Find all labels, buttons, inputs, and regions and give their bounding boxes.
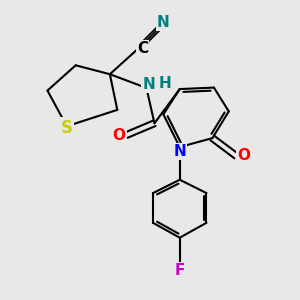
Text: O: O: [237, 148, 250, 164]
Text: O: O: [112, 128, 125, 142]
Text: N: N: [142, 77, 155, 92]
Text: N: N: [157, 15, 170, 30]
Text: H: H: [158, 76, 171, 91]
Text: F: F: [175, 263, 185, 278]
Text: N: N: [173, 144, 186, 159]
Text: C: C: [137, 41, 148, 56]
Text: S: S: [61, 119, 73, 137]
